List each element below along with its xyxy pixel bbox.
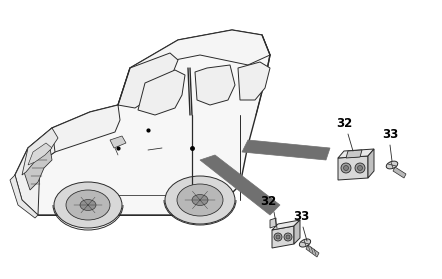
Polygon shape xyxy=(242,140,330,160)
Ellipse shape xyxy=(343,165,348,170)
Ellipse shape xyxy=(54,182,122,228)
Polygon shape xyxy=(15,30,270,215)
Ellipse shape xyxy=(177,184,223,216)
Polygon shape xyxy=(272,220,300,230)
Polygon shape xyxy=(306,245,319,257)
Text: 33: 33 xyxy=(382,128,398,141)
Ellipse shape xyxy=(386,161,398,169)
Polygon shape xyxy=(294,220,300,244)
Ellipse shape xyxy=(274,233,282,241)
Polygon shape xyxy=(238,62,270,100)
Polygon shape xyxy=(368,149,374,178)
Polygon shape xyxy=(270,218,276,228)
Polygon shape xyxy=(130,30,270,72)
Text: 33: 33 xyxy=(293,210,309,223)
Polygon shape xyxy=(200,155,280,215)
Polygon shape xyxy=(15,128,55,215)
Text: 32: 32 xyxy=(260,195,276,208)
Polygon shape xyxy=(118,53,178,108)
Ellipse shape xyxy=(341,163,351,173)
Polygon shape xyxy=(346,150,362,158)
Ellipse shape xyxy=(284,233,292,241)
Polygon shape xyxy=(28,143,52,165)
Polygon shape xyxy=(195,65,235,105)
Ellipse shape xyxy=(299,239,311,247)
Ellipse shape xyxy=(355,163,365,173)
Polygon shape xyxy=(138,70,185,115)
Polygon shape xyxy=(10,175,38,218)
Ellipse shape xyxy=(66,190,110,220)
Ellipse shape xyxy=(80,199,96,210)
Polygon shape xyxy=(24,148,52,190)
Ellipse shape xyxy=(276,235,280,239)
Ellipse shape xyxy=(286,235,290,239)
Text: 32: 32 xyxy=(336,117,352,130)
Polygon shape xyxy=(110,136,126,148)
Ellipse shape xyxy=(358,165,362,170)
Polygon shape xyxy=(22,128,58,175)
Polygon shape xyxy=(338,149,374,158)
Ellipse shape xyxy=(165,176,235,224)
Ellipse shape xyxy=(192,194,208,206)
Polygon shape xyxy=(272,226,294,248)
Polygon shape xyxy=(32,105,120,162)
Polygon shape xyxy=(338,156,368,180)
Polygon shape xyxy=(393,167,406,178)
